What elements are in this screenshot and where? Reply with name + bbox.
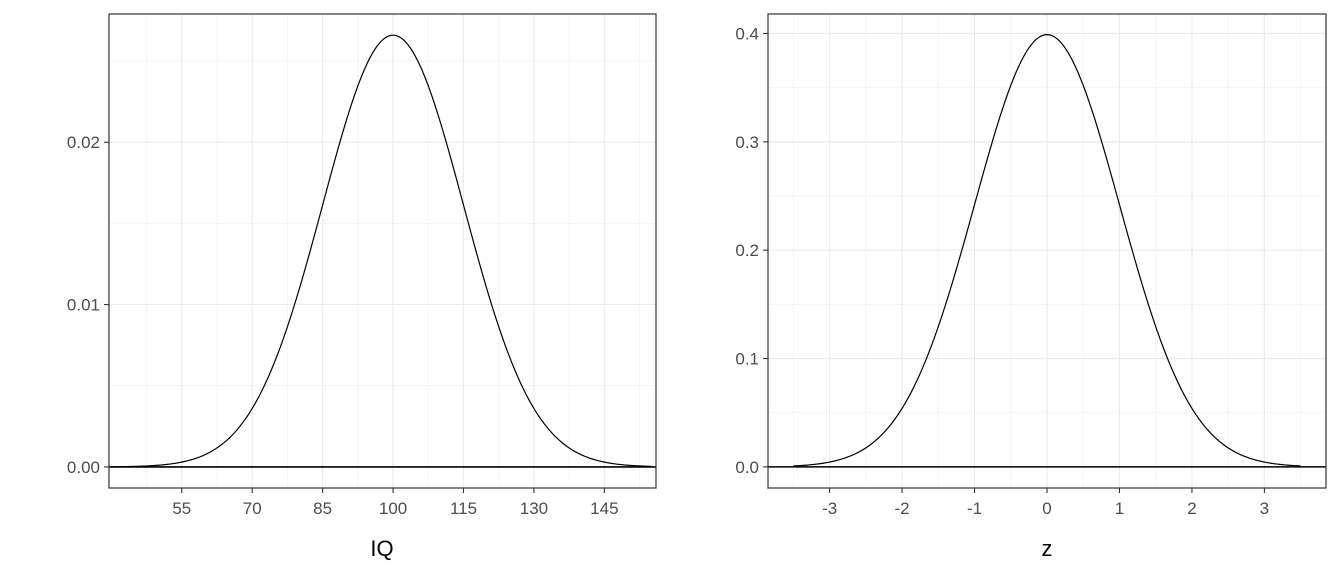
z-x-tick-label: 0: [1042, 499, 1051, 518]
z-y-tick-label: 0.3: [735, 133, 759, 152]
iq-x-tick-label: 85: [313, 499, 332, 518]
iq-x-tick-label: 130: [520, 499, 548, 518]
iq-y-tick-label: 0.02: [67, 133, 100, 152]
z-density-panel: -3 -2 -1 0 1 2 3 0.0 0.1 0.2 0.3 0.4: [735, 13, 1327, 518]
iq-x-tick-label: 115: [450, 499, 477, 518]
iq-y-tick-label: 0.00: [67, 458, 100, 477]
z-density-curve: [793, 34, 1301, 467]
iq-x-axis-title: IQ: [370, 536, 393, 561]
z-x-tick-label: -3: [822, 499, 837, 518]
iq-density-curve: [111, 34, 652, 468]
z-x-axis-title: z: [1042, 536, 1053, 561]
iq-panel-border: [108, 13, 657, 489]
iq-x-tick-label: 55: [172, 499, 191, 518]
z-x-tick-label: -2: [895, 499, 910, 518]
iq-x-tick-label: 145: [590, 499, 618, 518]
iq-x-tick-label: 100: [379, 499, 407, 518]
z-y-tick-label: 0.2: [735, 241, 759, 260]
z-x-tick-label: 2: [1187, 499, 1196, 518]
z-y-tick-label: 0.4: [735, 25, 759, 44]
iq-x-tick-label: 70: [243, 499, 262, 518]
z-y-tick-label: 0.1: [735, 350, 759, 369]
iq-density-panel: 55 70 85 100 115 130 145 0.00 0.01 0.02: [67, 13, 657, 518]
z-x-tick-label: -1: [967, 499, 982, 518]
z-x-tick-label: 1: [1115, 499, 1124, 518]
iq-y-tick-label: 0.01: [67, 296, 100, 315]
z-y-tick-label: 0.0: [735, 458, 759, 477]
z-x-tick-label: 3: [1260, 499, 1269, 518]
